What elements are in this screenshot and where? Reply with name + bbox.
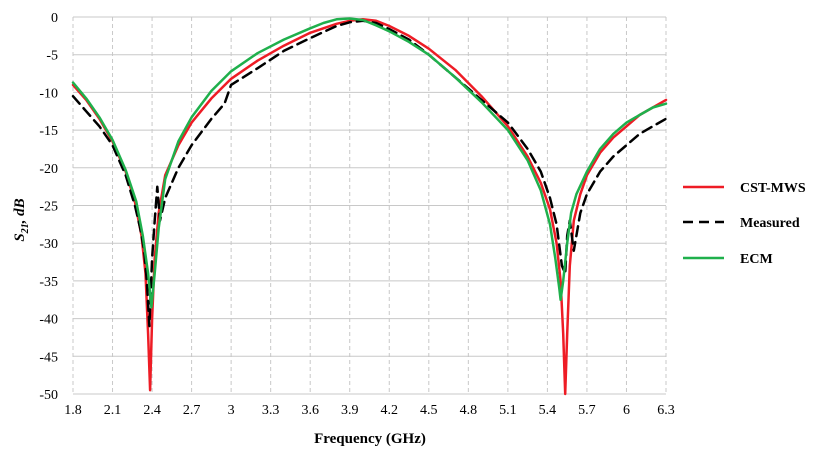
y-tick-label: -30 [39, 237, 58, 252]
legend-label: Measured [740, 216, 800, 231]
x-tick-label: 4.8 [460, 403, 478, 418]
y-tick-label: -5 [46, 49, 58, 64]
y-tick-label: -50 [39, 388, 58, 403]
series-line-measured [71, 19, 668, 328]
legend: CST-MWS Measured ECM [683, 181, 806, 267]
x-tick-label: 5.7 [578, 403, 596, 418]
y-tick-labels: 0 -5 -10 -15 -20 -25 -30 -35 -40 -45 -50 [39, 11, 58, 403]
x-tick-label: 6.3 [657, 403, 675, 418]
y-tick-label: -40 [39, 313, 58, 328]
x-tick-label: 5.4 [539, 403, 557, 418]
x-tick-label: 3.3 [262, 403, 280, 418]
x-tick-label: 4.2 [381, 403, 399, 418]
x-tick-label: 3.9 [341, 403, 359, 418]
series-line-cst-mws [71, 18, 668, 396]
y-tick-label: -15 [39, 124, 58, 139]
y-tick-label: -45 [39, 350, 58, 365]
series-layer [71, 17, 668, 396]
x-tick-label: 4.5 [420, 403, 438, 418]
y-tick-label: -20 [39, 162, 58, 177]
y-axis-title: S21, dB [12, 198, 31, 241]
x-tick-labels: 1.8 2.1 2.4 2.7 3 3.3 3.6 3.9 4.2 4.5 4.8 5.1 5.4 5.7… [64, 403, 675, 418]
x-axis-title: Frequency (GHz) [314, 431, 426, 447]
y-axis-title-main: S [12, 233, 28, 241]
y-tick-label: -25 [39, 200, 58, 215]
y-axis-title-suffix: , dB [12, 198, 28, 224]
legend-label: ECM [740, 252, 773, 267]
x-tick-label: 3.6 [301, 403, 319, 418]
y-tick-label: 0 [51, 11, 58, 26]
series-line-ecm [71, 17, 668, 309]
x-tick-label: 3 [228, 403, 235, 418]
y-tick-label: -35 [39, 275, 58, 290]
x-tick-label: 2.7 [183, 403, 201, 418]
x-tick-label: 2.4 [143, 403, 161, 418]
x-tick-label: 2.1 [104, 403, 122, 418]
legend-label: CST-MWS [740, 181, 806, 196]
x-tick-label: 1.8 [64, 403, 82, 418]
y-axis-title-sub: 21 [20, 223, 31, 234]
x-tick-label: 6 [623, 403, 630, 418]
x-tick-label: 5.1 [499, 403, 517, 418]
y-tick-label: -10 [39, 86, 58, 101]
